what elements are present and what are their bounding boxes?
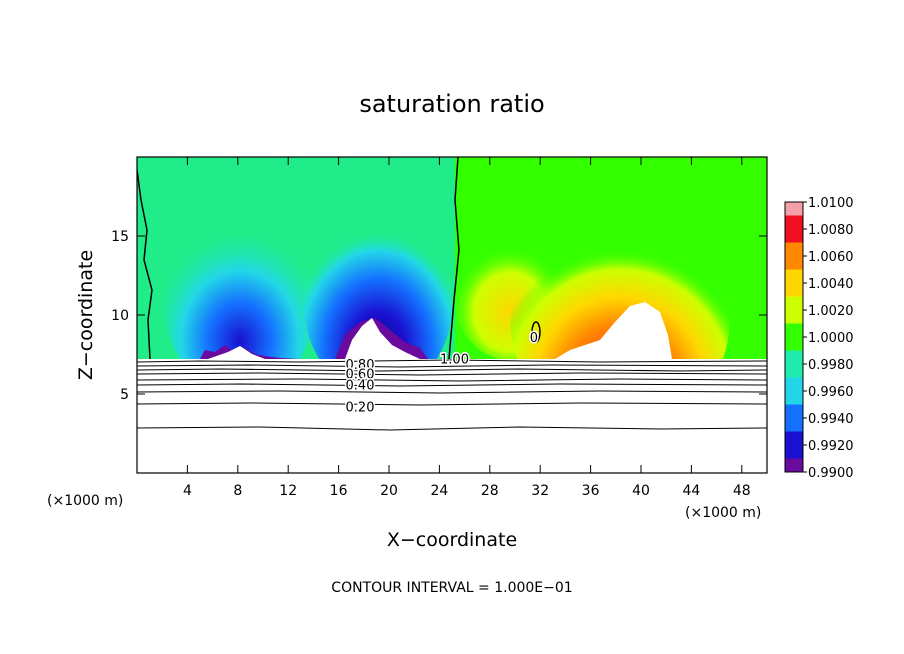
colorbar-swatch [785,364,803,378]
colorbar-swatch [785,256,803,270]
colorbar-tick-label: 1.0040 [808,277,854,292]
field-boundary-left [137,169,153,359]
warm-region [510,203,730,359]
white-peak-left [208,346,265,359]
x-tick-label: 16 [330,483,348,499]
colorbar-swatch [785,404,803,418]
x-tick-label: 4 [183,483,192,499]
field-boundary-center [448,157,460,359]
chart-title: saturation ratio [359,90,544,118]
colorbar: 0.9900 0.9920 0.9940 0.9960 0.9980 1.0000 1.00… [784,196,854,481]
contour-line [136,364,768,368]
colorbar-tick-label: 0.9900 [808,466,854,481]
x-tick-label: 28 [481,483,499,499]
blue-region-left [165,215,315,359]
colorbar-tick-label: 1.0020 [808,304,854,319]
x-tick-label: 8 [233,483,242,499]
contour-label: 0.20 [346,401,375,416]
white-peak-right [555,302,672,359]
x-tick-label: 12 [279,483,297,499]
contour-interval-note: CONTOUR INTERVAL = 1.000E−01 [331,580,572,596]
colorbar-swatch [785,458,803,472]
colorbar-swatch [785,377,803,391]
x-tick-label: 44 [682,483,700,499]
contour-label: 0.80 [346,358,375,373]
colorbar-tick-label: 1.0000 [808,331,854,346]
contour-line [136,402,768,406]
contour-line [136,390,768,394]
field-lower-region [137,359,767,473]
colorbar-swatch [785,283,803,297]
colorbar-tick-label: 0.9940 [808,412,854,427]
colorbar-swatch [785,296,803,310]
colorbar-tick-label: 0.9980 [808,358,854,373]
x-tick-label: 32 [531,483,549,499]
colorbar-tick-label: 0.9960 [808,385,854,400]
y-tick-label: 5 [120,387,129,403]
contour-line [136,378,768,382]
color-field [137,157,767,359]
colorbar-tick-label: 1.0060 [808,250,854,265]
contour-lines [136,359,768,431]
y-axis-label: Z−coordinate [75,250,97,380]
contour-line [136,359,768,363]
x-tick-label: 48 [733,483,751,499]
contour-label: 0 [530,331,538,346]
x-tick-label: 36 [582,483,600,499]
x-unit-right: (×1000 m) [685,505,761,521]
colorbar-swatch [785,391,803,405]
x-tick-label: 24 [430,483,448,499]
colorbar-swatch [785,229,803,243]
colorbar-swatch [785,445,803,459]
colorbar-swatch [785,350,803,364]
colorbar-swatch [785,242,803,256]
colorbar-swatch [785,310,803,324]
colorbar-swatch [785,431,803,445]
colorbar-tick-label: 0.9920 [808,439,854,454]
x-axis-label: X−coordinate [387,529,517,551]
x-tick-label: 40 [632,483,650,499]
y-axis-ticks: 5 10 15 [111,229,767,403]
y-tick-label: 10 [111,308,129,324]
blue-region-right [303,205,453,359]
white-peak-center [345,318,420,359]
colorbar-swatch [785,323,803,337]
x-tick-label: 20 [380,483,398,499]
contour-line [136,372,768,376]
contour-line [136,368,768,372]
contour-line [136,383,768,387]
x-axis-ticks: 4 8 12 16 20 24 28 32 36 40 44 48 [183,157,751,499]
contour-line [136,426,768,431]
colorbar-tick-label: 1.0080 [808,223,854,238]
colorbar-swatch [785,418,803,432]
colorbar-swatch [785,202,803,216]
colorbar-swatch [785,269,803,283]
contour-label: 0.40 [346,379,375,394]
colorbar-tick-label: 1.0100 [808,196,854,211]
colorbar-swatch [785,337,803,351]
y-tick-label: 15 [111,229,129,245]
colorbar-swatch [785,215,803,229]
contour-labels: 1.00 0 0.800.600.40 0.20 [344,330,539,418]
small-closed-contour [531,321,541,343]
x-unit-left: (×1000 m) [47,493,123,509]
contour-label: 1.00 [440,352,469,367]
contour-label: 0.60 [346,367,375,382]
